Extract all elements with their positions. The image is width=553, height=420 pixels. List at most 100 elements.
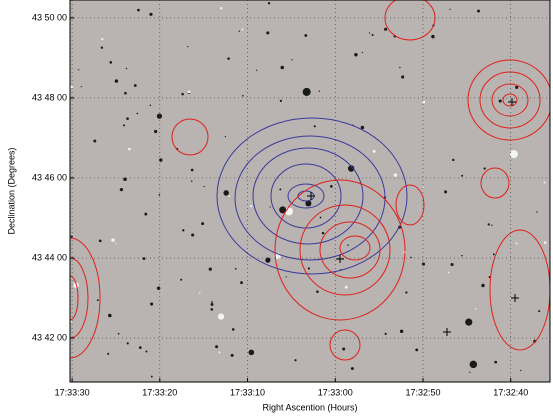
x-tick-label: 17:32:50 — [405, 387, 440, 397]
star — [488, 223, 490, 225]
star — [499, 99, 502, 102]
star — [342, 348, 345, 351]
star — [228, 195, 230, 197]
star — [544, 182, 546, 184]
star — [126, 68, 127, 69]
star — [188, 91, 191, 94]
star — [394, 173, 397, 176]
star — [128, 148, 131, 151]
star — [127, 342, 129, 344]
star — [544, 241, 547, 244]
star — [269, 206, 270, 207]
star — [182, 229, 184, 231]
star — [249, 350, 255, 356]
star — [320, 217, 322, 219]
star — [470, 361, 477, 368]
star — [250, 205, 252, 207]
star — [304, 34, 307, 37]
star — [215, 345, 218, 348]
star — [97, 299, 99, 301]
star — [240, 281, 243, 284]
star — [510, 150, 518, 158]
star — [465, 319, 472, 326]
y-tick-label: 43 48 00 — [32, 92, 67, 102]
star — [461, 175, 463, 177]
star — [319, 90, 320, 91]
star — [134, 84, 137, 87]
star — [70, 86, 73, 89]
star — [154, 130, 157, 133]
star — [191, 233, 194, 236]
star — [422, 263, 425, 266]
star — [469, 372, 470, 373]
star — [242, 29, 244, 31]
star — [347, 244, 348, 245]
x-tick-label: 17:32:40 — [493, 387, 528, 397]
star — [120, 188, 123, 191]
star — [209, 268, 212, 271]
star — [242, 95, 244, 97]
star — [159, 194, 161, 196]
star — [108, 314, 112, 318]
star — [415, 348, 418, 351]
star — [126, 117, 129, 120]
star — [218, 313, 224, 319]
star — [78, 69, 79, 70]
star — [452, 159, 454, 161]
star — [515, 86, 518, 89]
star — [481, 284, 484, 287]
star — [256, 70, 257, 71]
star — [180, 279, 182, 281]
star — [373, 150, 376, 153]
star — [93, 139, 96, 142]
star — [444, 190, 447, 193]
star — [150, 303, 153, 306]
star — [111, 238, 114, 241]
star — [191, 169, 194, 172]
star — [115, 79, 118, 82]
star — [484, 167, 486, 169]
star — [475, 308, 476, 309]
star — [279, 188, 281, 190]
star — [231, 354, 234, 357]
star — [399, 67, 400, 68]
star — [139, 346, 142, 349]
star — [291, 59, 292, 60]
star — [493, 253, 495, 255]
star — [266, 31, 269, 34]
star — [361, 126, 365, 130]
star — [123, 124, 125, 126]
star — [491, 224, 492, 225]
star — [143, 257, 146, 260]
star — [137, 113, 139, 115]
star — [223, 190, 229, 196]
star — [316, 290, 319, 293]
y-axis-label: Declination (Degrees) — [6, 147, 16, 234]
star — [225, 136, 226, 137]
star — [345, 286, 348, 289]
star — [150, 104, 152, 106]
star — [219, 352, 221, 354]
star — [286, 276, 287, 277]
star — [494, 361, 497, 364]
star — [400, 330, 403, 333]
star — [372, 34, 374, 36]
y-tick-label: 43 46 00 — [32, 172, 67, 182]
star — [107, 353, 109, 355]
star — [405, 291, 407, 293]
y-tick-label: 43 44 00 — [32, 252, 67, 262]
x-axis-label: Right Ascention (Hours) — [262, 402, 357, 412]
star — [239, 31, 240, 32]
star — [448, 272, 450, 274]
star — [431, 35, 434, 38]
star — [199, 292, 201, 294]
x-tick-label: 17:33:10 — [230, 387, 265, 397]
chart: 17:33:3017:33:2017:33:1017:33:0017:32:50… — [0, 0, 553, 415]
star — [137, 9, 140, 12]
star — [227, 57, 230, 60]
star — [211, 303, 214, 306]
star — [385, 333, 387, 335]
star — [191, 180, 192, 181]
star — [330, 185, 333, 188]
star — [294, 359, 296, 361]
